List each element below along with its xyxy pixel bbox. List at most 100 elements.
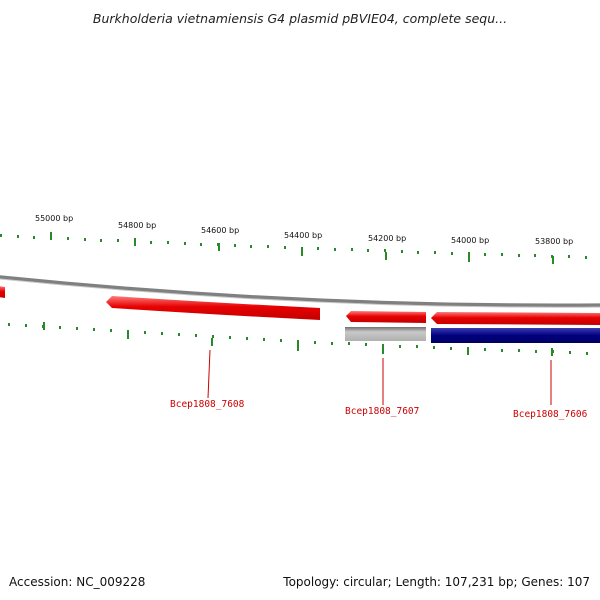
inner-tick-minor [586,352,588,355]
inner-tick-minor [229,336,231,339]
scale-label: 54600 bp [201,226,239,235]
reverse-gene[interactable] [431,328,600,343]
scale-tick-minor [184,242,186,245]
scale-tick-minor [100,239,102,242]
inner-tick-minor [246,337,248,340]
gene-arrow-partial[interactable] [0,286,5,298]
scale-tick-minor [134,240,136,243]
scale-tick-minor [351,248,353,251]
inner-tick-minor [399,345,401,348]
inner-tick-minor [93,328,95,331]
inner-tick-minor [433,346,435,349]
scale-tick-minor [150,241,152,244]
inner-tick-minor [212,335,214,338]
scale-tick-minor [17,235,19,238]
map-title: Burkholderia vietnamiensis G4 plasmid pB… [92,11,508,26]
inner-tick-minor [178,333,180,336]
inner-tick-minor [450,347,452,350]
inner-tick-minor [382,344,384,347]
inner-tick-minor [161,332,163,335]
scale-tick-minor [417,251,419,254]
inner-tick-minor [144,331,146,334]
scale-tick-minor [167,241,169,244]
gene-label-bcep1808-7607[interactable]: Bcep1808_7607 [345,406,419,417]
scale-tick-minor [234,244,236,247]
inner-tick-major [127,331,129,339]
inner-tick-major [382,346,384,354]
inner-tick-major [467,347,469,355]
scale-label: 53800 bp [535,237,573,246]
grey-feature[interactable] [345,327,426,341]
scale-tick-minor [468,252,470,255]
inner-tick-minor [348,342,350,345]
scale-label: 54000 bp [451,236,489,245]
inner-tick-minor [76,327,78,330]
inner-tick-minor [552,350,554,353]
scale-tick-major [552,256,554,264]
scale-tick-minor [451,252,453,255]
gene-label-bcep1808-7606[interactable]: Bcep1808_7606 [513,409,588,420]
gene-arrow-bcep1808-7608[interactable] [106,296,320,320]
inner-tick-minor [518,349,520,352]
scale-tick-minor [518,254,520,257]
scale-tick-minor [401,250,403,253]
scale-tick-minor [200,243,202,246]
scale-tick-minor [267,245,269,248]
scale-tick-minor [434,251,436,254]
reverse-strand-genes [345,327,600,343]
scale-tick-minor [484,253,486,256]
inner-tick-minor [501,349,503,352]
inner-tick-minor [25,324,27,327]
scale-label: 54200 bp [368,234,406,243]
gene-leader-lines [207,349,552,405]
scale-tick-minor [33,236,35,239]
leader-line-bcep1808-7608 [207,349,211,399]
scale-tick-minor [367,249,369,252]
inner-tick-minor [127,330,129,333]
gene-arrow-bcep1808-7606[interactable] [431,312,600,325]
forward-strand-genes [0,286,600,325]
inner-tick-minor [59,326,61,329]
scale-tick-minor [317,247,319,250]
inner-tick-minor [467,347,469,350]
scale-label: 55000 bp [35,214,73,223]
inner-tick-minor [314,341,316,344]
inner-tick-minor [195,334,197,337]
scale-tick-minor [0,234,2,237]
scale-tick-minor [284,246,286,249]
inner-tick-minor [365,343,367,346]
scale-tick-minor [334,248,336,251]
scale-tick-minor [250,245,252,248]
plasmid-backbone [0,275,600,308]
inner-tick-minor [280,339,282,342]
scale-tick-minor [568,255,570,258]
scale-tick-major [301,248,303,256]
scale-tick-minor [117,239,119,242]
scale-tick-major [218,243,220,251]
scale-tick-minor [551,255,553,258]
scale-tick-major [385,252,387,260]
inner-tick-minor [535,350,537,353]
scale-tick-minor [501,253,503,256]
inner-tick-minor [331,342,333,345]
scale-tick-major [468,254,470,262]
scale-tick-minor [534,254,536,257]
inner-tick-major [297,343,299,351]
scale-tick-minor [384,249,386,252]
scale-tick-minor [301,247,303,250]
scale-label: 54400 bp [284,231,322,240]
inner-tick-minor [297,340,299,343]
inner-tick-minor [569,351,571,354]
outer-scale-ticks [0,232,587,264]
gene-labels: Bcep1808_7608 Bcep1808_7607 Bcep1808_760… [170,399,588,420]
scale-label: 54800 bp [118,221,156,230]
inner-tick-minor [263,338,265,341]
gene-arrow-bcep1808-7607[interactable] [346,311,426,323]
gene-label-bcep1808-7608[interactable]: Bcep1808_7608 [170,399,245,410]
inner-tick-minor [416,345,418,348]
inner-scale-ticks [8,322,588,356]
scale-tick-minor [585,256,587,259]
inner-tick-minor [42,325,44,328]
scale-tick-minor [84,238,86,241]
